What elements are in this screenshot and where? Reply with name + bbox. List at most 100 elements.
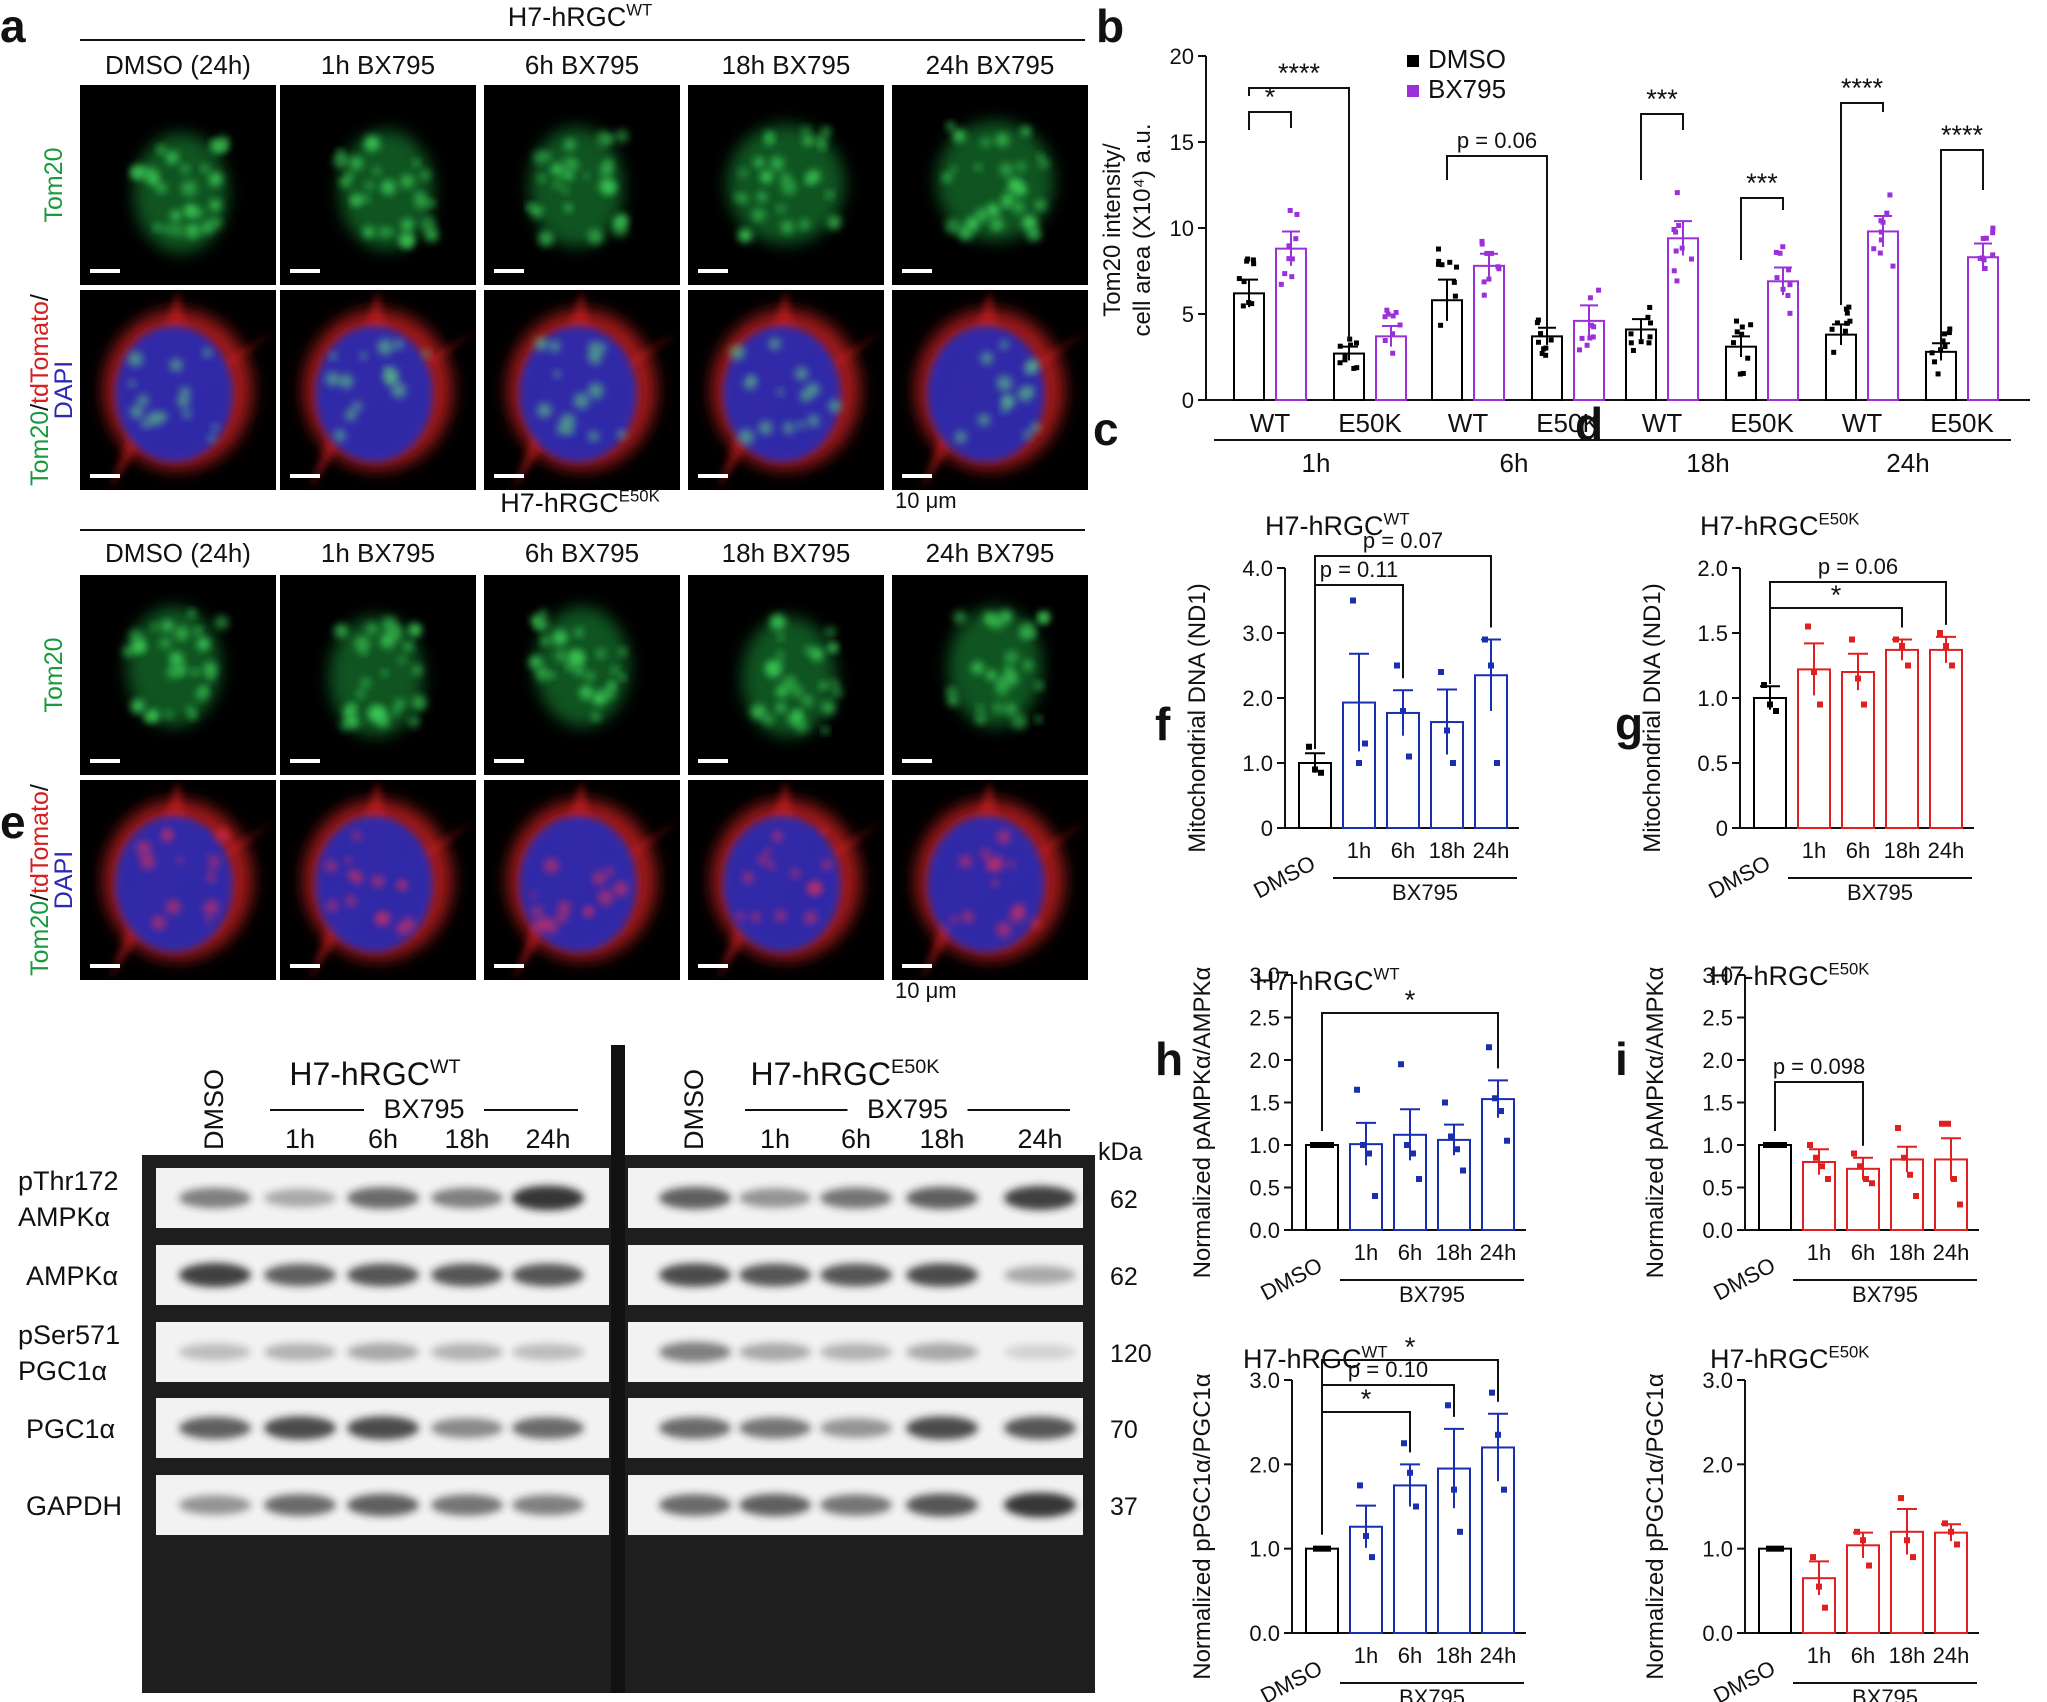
title-base: H7-hRGC [1710,1344,1829,1374]
blot-header-e50k: H7-hRGCE50K [751,1056,940,1092]
tom20-puncta [550,162,565,176]
merge-puncta [543,858,559,874]
data-point [1990,252,1996,258]
merge-puncta [345,409,357,421]
data-point [1241,279,1247,285]
condition-label: 6h BX795 [525,50,639,80]
data-point [1535,317,1541,323]
data-point [1436,258,1442,264]
title-base: H7-hRGC [1710,961,1829,991]
data-point [1287,207,1293,213]
data-point [1674,190,1680,196]
merge-puncta [999,340,1009,350]
title-superscript: E50K [1829,960,1870,979]
tom20-puncta [574,628,584,637]
dapi-nucleus [115,326,233,462]
data-point [1484,250,1490,256]
y-axis-label: Normalized pPGC1α/PGC1α [1189,1373,1216,1680]
merge-puncta [157,411,168,422]
merge-puncta [729,344,746,361]
tom20-puncta [829,678,839,688]
band-label: pSer571 [18,1320,120,1350]
tom20-puncta [165,151,179,165]
bar [1393,1484,1427,1634]
data-point [1293,236,1299,242]
category-label: DMSO [1704,850,1774,903]
data-point [1739,324,1745,330]
significance-bracket [1774,1081,1864,1146]
tom20-puncta [738,193,748,204]
tom20-puncta [585,671,595,682]
data-point [1390,331,1396,337]
condition-label: 18h BX795 [722,50,851,80]
panel-letters: a b c d e f g h i [0,0,1643,1085]
panel-letter-c: c [1093,403,1119,455]
tom20-puncta [619,674,626,681]
tom20-puncta [428,200,436,208]
tom20-puncta [825,626,836,638]
tom20-puncta [821,126,831,136]
tom20-puncta [408,623,422,637]
condition-label: 1h BX795 [321,50,435,80]
data-point [1535,339,1541,345]
merge-puncta [828,399,842,413]
data-point [1406,753,1412,760]
data-point [1767,701,1773,708]
merge-puncta [139,853,156,870]
data-point [1286,243,1292,249]
data-point [1877,250,1883,256]
data-point [1628,331,1634,337]
tom20-puncta [826,190,834,199]
protein-band [347,1416,419,1440]
tom20-puncta [164,710,173,719]
tom20-puncta [999,162,1014,177]
data-point [1350,597,1356,604]
merge-image [80,290,277,490]
significance-bracket [1321,1012,1499,1131]
tom20-puncta [364,135,380,152]
protein-band [347,1493,419,1517]
tom20-puncta [612,221,628,238]
tom20-puncta [802,135,814,146]
protein-band [659,1417,731,1439]
data-point [1251,261,1257,267]
significance-label: p = 0.11 [1320,557,1399,582]
title-superscript: WT [1384,510,1410,529]
tom20-puncta [401,235,413,248]
data-point [1817,701,1823,708]
tom20-puncta [381,669,388,677]
data-point [1250,257,1256,263]
tom20-puncta [980,137,992,148]
merge-puncta [738,429,754,445]
tom20-puncta [799,219,810,230]
tom20-puncta [953,610,967,624]
tom20-puncta [386,228,394,236]
tom20-signal [948,607,1043,728]
row-label-part: / [26,894,54,901]
merge-image [688,780,884,980]
data-point [1983,235,1989,241]
data-point [1951,1176,1957,1182]
panel-letter-h: h [1155,1033,1183,1085]
merge-puncta [352,831,362,841]
data-point [1587,335,1593,341]
row-label-merge: Tom20/tdTomato/ [26,784,54,976]
y-tick-label: 1.0 [1249,1133,1280,1158]
data-point [1342,357,1348,363]
protein-band [659,1341,731,1363]
data-point [1282,271,1288,277]
data-point [1822,1604,1828,1611]
merge-puncta [203,900,219,916]
merge-puncta [790,868,800,879]
significance-label: p = 0.07 [1363,528,1443,553]
tom20-puncta [553,180,562,189]
data-point [1486,276,1492,282]
tom20-puncta [778,633,785,641]
group-label: BX795 [1852,1282,1918,1307]
data-point [1932,359,1938,365]
tom20-puncta [764,136,774,147]
tom20-puncta [535,666,550,681]
y-tick-label: 2.0 [1249,1048,1280,1073]
protein-band [820,1494,892,1516]
genotype-label: WT [1250,408,1291,438]
